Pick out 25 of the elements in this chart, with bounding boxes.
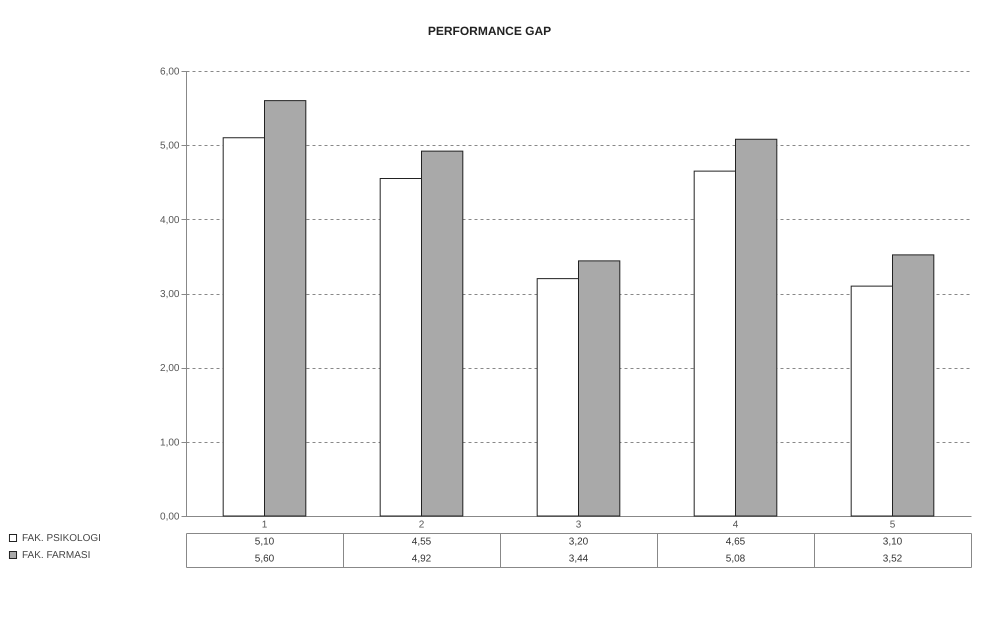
y-tick-label: 3,00 xyxy=(160,289,180,300)
data-label: 3,44 xyxy=(568,554,589,564)
y-tick-label: 4,00 xyxy=(160,214,180,226)
legend-label: FAK. FARMASI xyxy=(22,550,90,561)
x-tick-label: 1 xyxy=(262,520,268,530)
data-label: 4,65 xyxy=(726,536,746,548)
legend-label: FAK. PSIKOLOGI xyxy=(22,533,101,544)
data-label: 3,20 xyxy=(568,536,589,548)
y-tick-label: 6,00 xyxy=(160,66,180,78)
chart-title: PERFORMANCE GAP xyxy=(428,24,552,38)
x-tick-label: 3 xyxy=(576,520,582,530)
data-label: 5,60 xyxy=(254,554,275,564)
data-label: 3,10 xyxy=(882,536,903,548)
y-tick-label: 1,00 xyxy=(160,437,180,448)
y-tick-label: 5,00 xyxy=(160,140,180,152)
data-label: 5,10 xyxy=(254,536,275,548)
data-label: 5,08 xyxy=(726,554,746,564)
data-label: 4,55 xyxy=(412,536,432,548)
data-label: 4,92 xyxy=(412,554,432,564)
x-tick-label: 4 xyxy=(732,520,739,530)
x-tick-label: 5 xyxy=(890,520,896,530)
y-tick-label: 0,00 xyxy=(160,512,180,522)
data-label: 3,52 xyxy=(882,554,903,564)
y-tick-label: 2,00 xyxy=(160,363,180,374)
x-tick-label: 2 xyxy=(418,520,425,530)
